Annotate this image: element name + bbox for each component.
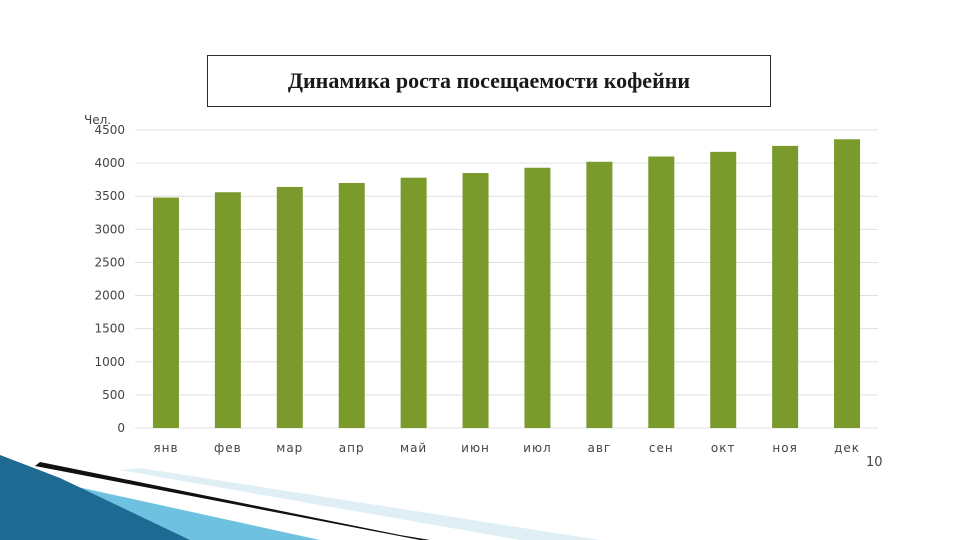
x-tick-label: янв [153,441,178,455]
bar-июн [462,173,489,428]
y-tick-label: 2500 [94,255,125,269]
stripe-pale [120,468,600,540]
y-tick-label: 4000 [94,156,125,170]
y-tick-label: 2000 [94,289,125,303]
x-tick-label: июл [523,441,552,455]
y-axis-ticks: 0 500 1000 1500 2000 2500 3000 3500 4000 4500 [94,123,125,435]
bar-фев [214,192,241,428]
chart-title: Динамика роста посещаемости кофейни [207,55,771,107]
x-tick-label: авг [588,441,612,455]
x-tick-label: сен [649,441,674,455]
stripe-black [35,462,430,540]
decorative-stripes [0,455,600,540]
y-tick-label: 1000 [94,355,125,369]
x-tick-label: мар [276,441,303,455]
y-tick-label: 3000 [94,222,125,236]
x-tick-label: июн [461,441,490,455]
y-tick-label: 1500 [94,322,125,336]
bar-дек [834,139,861,428]
y-tick-label: 3500 [94,189,125,203]
x-tick-label: апр [339,441,365,455]
y-tick-label: 4500 [94,123,125,137]
stripe-dark [0,455,190,540]
bar-окт [710,151,737,428]
bars [152,139,861,429]
x-tick-label: окт [711,441,736,455]
y-tick-label: 0 [117,421,125,435]
x-tick-label: фев [214,441,242,455]
bar-май [400,177,427,428]
y-axis-label: Чел. [84,113,111,127]
bar-сен [648,156,675,428]
grid-lines [135,129,878,429]
page-number: 10 [866,455,883,470]
bar-мар [276,186,303,428]
bar-апр [338,182,365,428]
x-tick-label: май [400,441,427,455]
bar-июл [524,167,551,428]
bar-авг [586,161,613,428]
x-tick-label: дек [834,441,860,455]
bar-ноя [772,145,799,429]
x-tick-label: ноя [772,441,797,455]
bar-янв [152,197,179,428]
x-axis-ticks: янв фев мар апр май июн июл авг сен окт ноя дек [153,441,860,455]
y-tick-label: 500 [102,388,125,402]
